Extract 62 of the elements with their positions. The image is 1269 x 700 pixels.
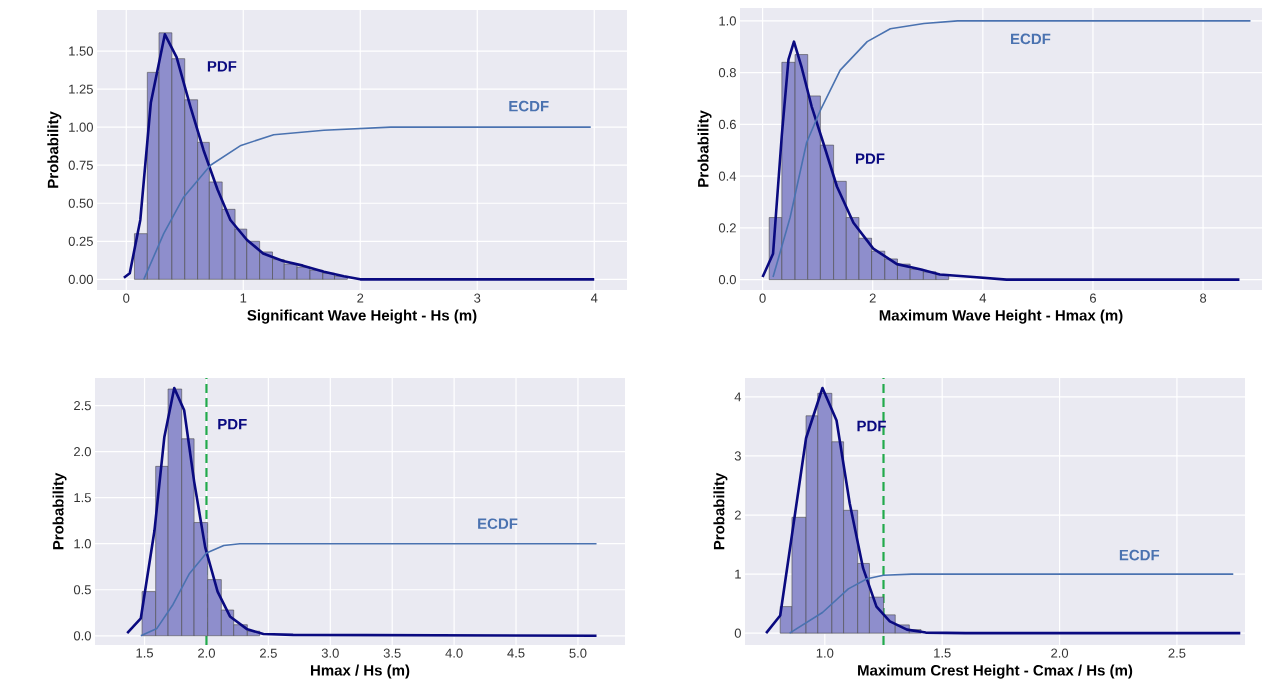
y-tick-label: 0.0 bbox=[73, 631, 91, 641]
x-tick-label: 2.0 bbox=[1051, 648, 1069, 658]
y-tick-label: 4 bbox=[734, 392, 742, 402]
x-tick-label: 2 bbox=[357, 293, 364, 303]
x-tick-label: 3 bbox=[474, 293, 481, 303]
y-tick-label: 0.75 bbox=[68, 160, 93, 170]
x-tick-label: 2.5 bbox=[1168, 648, 1186, 658]
x-axis-title: Maximum Wave Height - Hmax (m) bbox=[879, 309, 1123, 324]
x-tick-label: 0 bbox=[759, 293, 766, 303]
series-label: PDF bbox=[857, 420, 886, 432]
y-axis-title: Probability bbox=[713, 472, 728, 550]
y-tick-label: 0.2 bbox=[718, 223, 736, 233]
y-tick-label: 0 bbox=[734, 628, 741, 638]
text: PDF bbox=[218, 418, 247, 430]
x-tick-label: 4.0 bbox=[445, 648, 463, 658]
y-tick-label: 1.50 bbox=[69, 46, 93, 56]
x-tick-label: 5.0 bbox=[569, 648, 587, 658]
x-tick-label: 4.5 bbox=[507, 648, 525, 658]
series-label: ECDF bbox=[1119, 549, 1160, 561]
y-axis-title: Probability bbox=[47, 111, 62, 188]
x-tick-label: 2.0 bbox=[198, 648, 215, 658]
y-tick-label: 0.6 bbox=[718, 119, 736, 130]
y-tick-label: 1 bbox=[735, 569, 741, 579]
series-label: ECDF bbox=[509, 100, 549, 112]
x-axis-title: Significant Wave Height - Hs (m) bbox=[247, 309, 477, 324]
x-tick-label: 4 bbox=[590, 293, 598, 303]
y-tick-label: 1.0 bbox=[719, 16, 736, 26]
y-tick-label: 0.4 bbox=[718, 171, 737, 181]
series-label: PDF bbox=[855, 153, 885, 164]
x-tick-label: 1 bbox=[240, 293, 247, 303]
y-tick-label: 0.00 bbox=[68, 274, 93, 284]
x-tick-label: 4 bbox=[979, 293, 987, 303]
y-axis-title: Probability bbox=[697, 110, 712, 187]
x-tick-label: 3.0 bbox=[321, 648, 339, 658]
y-axis-title: Probability bbox=[52, 472, 67, 550]
y-tick-label: 2.5 bbox=[74, 401, 91, 411]
y-tick-label: 2 bbox=[734, 510, 741, 520]
y-tick-label: 1.25 bbox=[69, 84, 93, 94]
x-tick-label: 2.5 bbox=[259, 648, 277, 658]
x-tick-label: 8 bbox=[1200, 293, 1207, 303]
x-tick-label: 1.5 bbox=[136, 648, 154, 658]
y-tick-label: 0.25 bbox=[68, 236, 93, 246]
series-label: ECDF bbox=[478, 518, 518, 530]
y-tick-label: 0.5 bbox=[73, 585, 91, 595]
y-tick-label: 1.0 bbox=[74, 539, 91, 549]
x-tick-label: 2 bbox=[869, 293, 876, 303]
x-tick-label: 1.5 bbox=[934, 648, 951, 658]
x-tick-label: 3.5 bbox=[383, 648, 401, 658]
y-tick-label: 0.0 bbox=[718, 275, 736, 285]
x-tick-label: 1.0 bbox=[816, 648, 834, 658]
x-axis-title: Hmax / Hs (m) bbox=[311, 664, 410, 679]
y-tick-label: 1.5 bbox=[74, 493, 91, 503]
y-tick-label: 0.8 bbox=[718, 68, 736, 78]
x-tick-label: 6 bbox=[1090, 293, 1097, 303]
y-tick-label: 1.00 bbox=[69, 122, 93, 132]
x-axis-title: Maximum Crest Height - Cmax / Hs (m) bbox=[858, 664, 1133, 679]
y-tick-label: 3 bbox=[734, 451, 741, 461]
y-tick-label: 0.50 bbox=[68, 198, 93, 208]
x-tick-label: 0 bbox=[123, 293, 130, 303]
series-label: PDF bbox=[207, 61, 237, 72]
series-label: ECDF bbox=[1011, 33, 1051, 45]
y-tick-label: 2.0 bbox=[74, 447, 91, 457]
